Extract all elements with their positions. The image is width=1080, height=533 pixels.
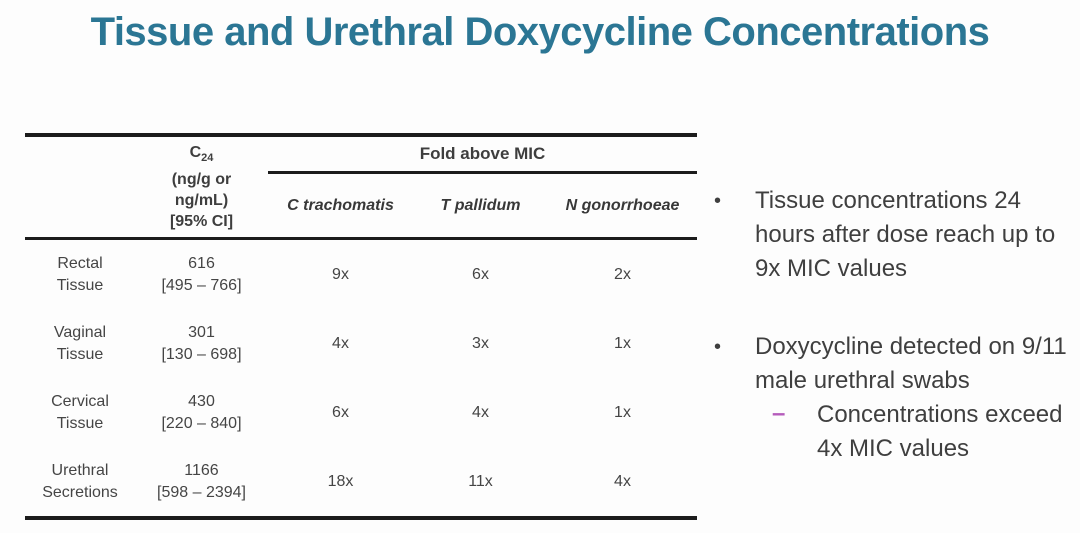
fold-ct-cell: 18x: [327, 472, 354, 490]
fold-tp-cell: 6x: [472, 265, 489, 283]
table-row-rectal: Rectal Tissue 616 [495 – 766] 9x 6x 2x: [25, 240, 697, 309]
bullet-item-tissue-concentrations: • Tissue concentrations 24 hours after d…: [700, 184, 1074, 286]
slide-title: Tissue and Urethral Doxycycline Concentr…: [90, 10, 990, 54]
bullet-spacer: [700, 286, 1074, 330]
c24-cell: 1166 [598 – 2394]: [135, 447, 268, 516]
c24-value: 1166: [184, 461, 219, 479]
sub-bullet-text: Concentrations exceed 4x MIC values: [817, 401, 1063, 462]
fold-tp-cell: 3x: [472, 334, 489, 352]
tissue-label-line2: Secretions: [42, 483, 118, 501]
c24-ci-line: [95% CI]: [169, 213, 234, 231]
bullet-panel: • Tissue concentrations 24 hours after d…: [700, 184, 1074, 466]
c24-cell: 430 [220 – 840]: [135, 378, 268, 447]
tissue-label: Cervical Tissue: [25, 378, 135, 447]
fold-ct-cell: 9x: [332, 265, 349, 283]
table-header: C24 (ng/g or ng/mL) [95% CI] Fold above …: [25, 137, 697, 240]
c24-unit-line1: (ng/g or: [171, 171, 232, 189]
ci-value: [130 – 698]: [161, 345, 242, 363]
table-header-c24: C24 (ng/g or ng/mL) [95% CI]: [135, 137, 268, 237]
species-header-c-trachomatis: C trachomatis: [287, 196, 394, 214]
c24-value: 616: [188, 254, 215, 272]
c24-cell: 301 [130 – 698]: [135, 309, 268, 378]
fold-ct-cell: 4x: [332, 334, 349, 352]
species-header-row: C trachomatis T pallidum N gonorrhoeae: [268, 174, 697, 237]
tissue-label-line1: Vaginal: [53, 323, 107, 341]
c24-value: 430: [188, 392, 215, 410]
sub-bullet-concentrations-exceed: – Concentrations exceed 4x MIC values: [772, 398, 1074, 466]
fold-tp-cell: 11x: [468, 472, 493, 490]
ci-value: [220 – 840]: [161, 414, 242, 432]
bullet-text: Doxycycline detected on 9/11 male urethr…: [755, 333, 1067, 394]
tissue-label-line1: Rectal: [57, 254, 103, 272]
bullet-dot-icon: •: [714, 336, 722, 358]
ci-value: [495 – 766]: [161, 276, 242, 294]
table-row-vaginal: Vaginal Tissue 301 [130 – 698] 4x 3x 1x: [25, 309, 697, 378]
fold-ng-cell: 1x: [614, 403, 631, 421]
c24-value: 301: [188, 323, 215, 341]
bullet-dot-icon: •: [714, 190, 722, 212]
tissue-label-line1: Cervical: [51, 392, 109, 410]
fold-above-mic-header: Fold above MIC: [268, 137, 697, 174]
fold-ng-cell: 1x: [614, 334, 631, 352]
table-row-urethral: Urethral Secretions 1166 [598 – 2394] 18…: [25, 447, 697, 516]
c24-cell: 616 [495 – 766]: [135, 240, 268, 309]
ci-value: [598 – 2394]: [157, 483, 246, 501]
table-row-cervical: Cervical Tissue 430 [220 – 840] 6x 4x 1x: [25, 378, 697, 447]
species-header-t-pallidum: T pallidum: [440, 196, 521, 214]
tissue-label-line2: Tissue: [56, 345, 104, 363]
tissue-label: Rectal Tissue: [25, 240, 135, 309]
fold-ng-cell: 4x: [614, 472, 631, 490]
c24-unit-line2: ng/mL): [174, 192, 229, 210]
tissue-label: Urethral Secretions: [25, 447, 135, 516]
fold-ct-cell: 6x: [332, 403, 349, 421]
tissue-label-line1: Urethral: [51, 461, 109, 479]
concentration-table: C24 (ng/g or ng/mL) [95% CI] Fold above …: [25, 133, 697, 520]
c24-symbol: C24: [189, 143, 214, 165]
fold-ng-cell: 2x: [614, 265, 631, 283]
bullet-item-doxycycline-detected: • Doxycycline detected on 9/11 male uret…: [700, 330, 1074, 398]
table-header-fold-group: Fold above MIC C trachomatis T pallidum …: [268, 137, 697, 237]
tissue-label: Vaginal Tissue: [25, 309, 135, 378]
tissue-label-line2: Tissue: [56, 276, 104, 294]
table-header-empty-cell: [25, 137, 135, 237]
bullet-text: Tissue concentrations 24 hours after dos…: [755, 187, 1056, 282]
tissue-label-line2: Tissue: [56, 414, 104, 432]
species-header-n-gonorrhoeae: N gonorrhoeae: [565, 196, 680, 214]
sub-bullet-dash-icon: –: [772, 400, 786, 427]
fold-tp-cell: 4x: [472, 403, 489, 421]
